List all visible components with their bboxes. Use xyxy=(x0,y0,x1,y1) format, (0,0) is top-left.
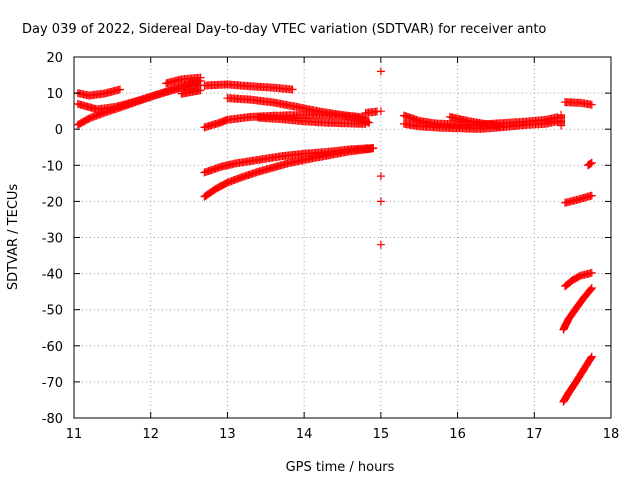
y-axis-label: SDTVAR / TECUs xyxy=(6,184,21,291)
y-tick-label: -60 xyxy=(42,340,63,355)
series-arc-l xyxy=(200,144,378,201)
series-arc-q xyxy=(557,110,566,130)
series-arc-f xyxy=(200,80,297,94)
series-arc-r xyxy=(561,98,596,109)
x-tick-label: 17 xyxy=(526,427,543,442)
data-point-marks xyxy=(254,113,370,128)
data-point-marks xyxy=(162,73,205,88)
data-point-marks xyxy=(559,284,596,334)
y-tick-label: -40 xyxy=(42,268,63,283)
data-point-marks xyxy=(73,81,205,129)
series-arc-d xyxy=(162,73,205,88)
series-arc-e xyxy=(177,86,205,98)
axis-ticks: 11 12 13 14 15 16 17 18 -80 -70 -60 -50 -40 -30 -20 -10… xyxy=(42,51,620,442)
y-tick-label: -30 xyxy=(42,232,63,247)
chart-title: Day 039 of 2022, Sidereal Day-to-day VTE… xyxy=(22,22,546,37)
data-point-marks xyxy=(561,191,596,207)
data-marks xyxy=(73,67,596,406)
series-arc-a xyxy=(73,85,124,100)
x-tick-label: 11 xyxy=(66,427,83,442)
data-point-marks xyxy=(561,98,596,109)
data-point-marks xyxy=(445,112,504,130)
data-point-marks xyxy=(559,352,596,406)
series-arc-v xyxy=(559,284,596,334)
data-point-marks xyxy=(584,158,596,170)
series-arc-u xyxy=(561,268,596,291)
y-tick-label: 0 xyxy=(55,123,63,138)
x-tick-label: 12 xyxy=(142,427,159,442)
series-arc-s xyxy=(584,158,596,170)
y-tick-label: 20 xyxy=(46,51,63,66)
data-point-marks xyxy=(73,85,124,100)
y-tick-label: -80 xyxy=(42,412,63,427)
series-arc-i xyxy=(254,113,370,128)
data-point-marks xyxy=(200,80,297,94)
series-arc-t xyxy=(561,191,596,207)
x-tick-label: 18 xyxy=(603,427,620,442)
data-point-marks xyxy=(561,268,596,291)
series-arc-p xyxy=(445,112,504,130)
series-arc-m xyxy=(376,67,385,249)
data-point-marks xyxy=(177,86,205,98)
series-arc-c xyxy=(73,81,205,129)
y-tick-label: -10 xyxy=(42,159,63,174)
x-tick-label: 15 xyxy=(373,427,390,442)
y-tick-label: 10 xyxy=(46,87,63,102)
data-point-marks xyxy=(376,67,385,249)
x-tick-label: 16 xyxy=(449,427,466,442)
y-tick-label: -50 xyxy=(42,304,63,319)
x-tick-label: 13 xyxy=(219,427,236,442)
data-point-marks xyxy=(200,144,378,201)
series-arc-w xyxy=(559,352,596,406)
data-point-marks xyxy=(557,110,566,130)
y-tick-label: -20 xyxy=(42,195,63,210)
x-tick-label: 14 xyxy=(296,427,313,442)
y-tick-label: -70 xyxy=(42,376,63,391)
x-axis-label: GPS time / hours xyxy=(286,460,395,475)
